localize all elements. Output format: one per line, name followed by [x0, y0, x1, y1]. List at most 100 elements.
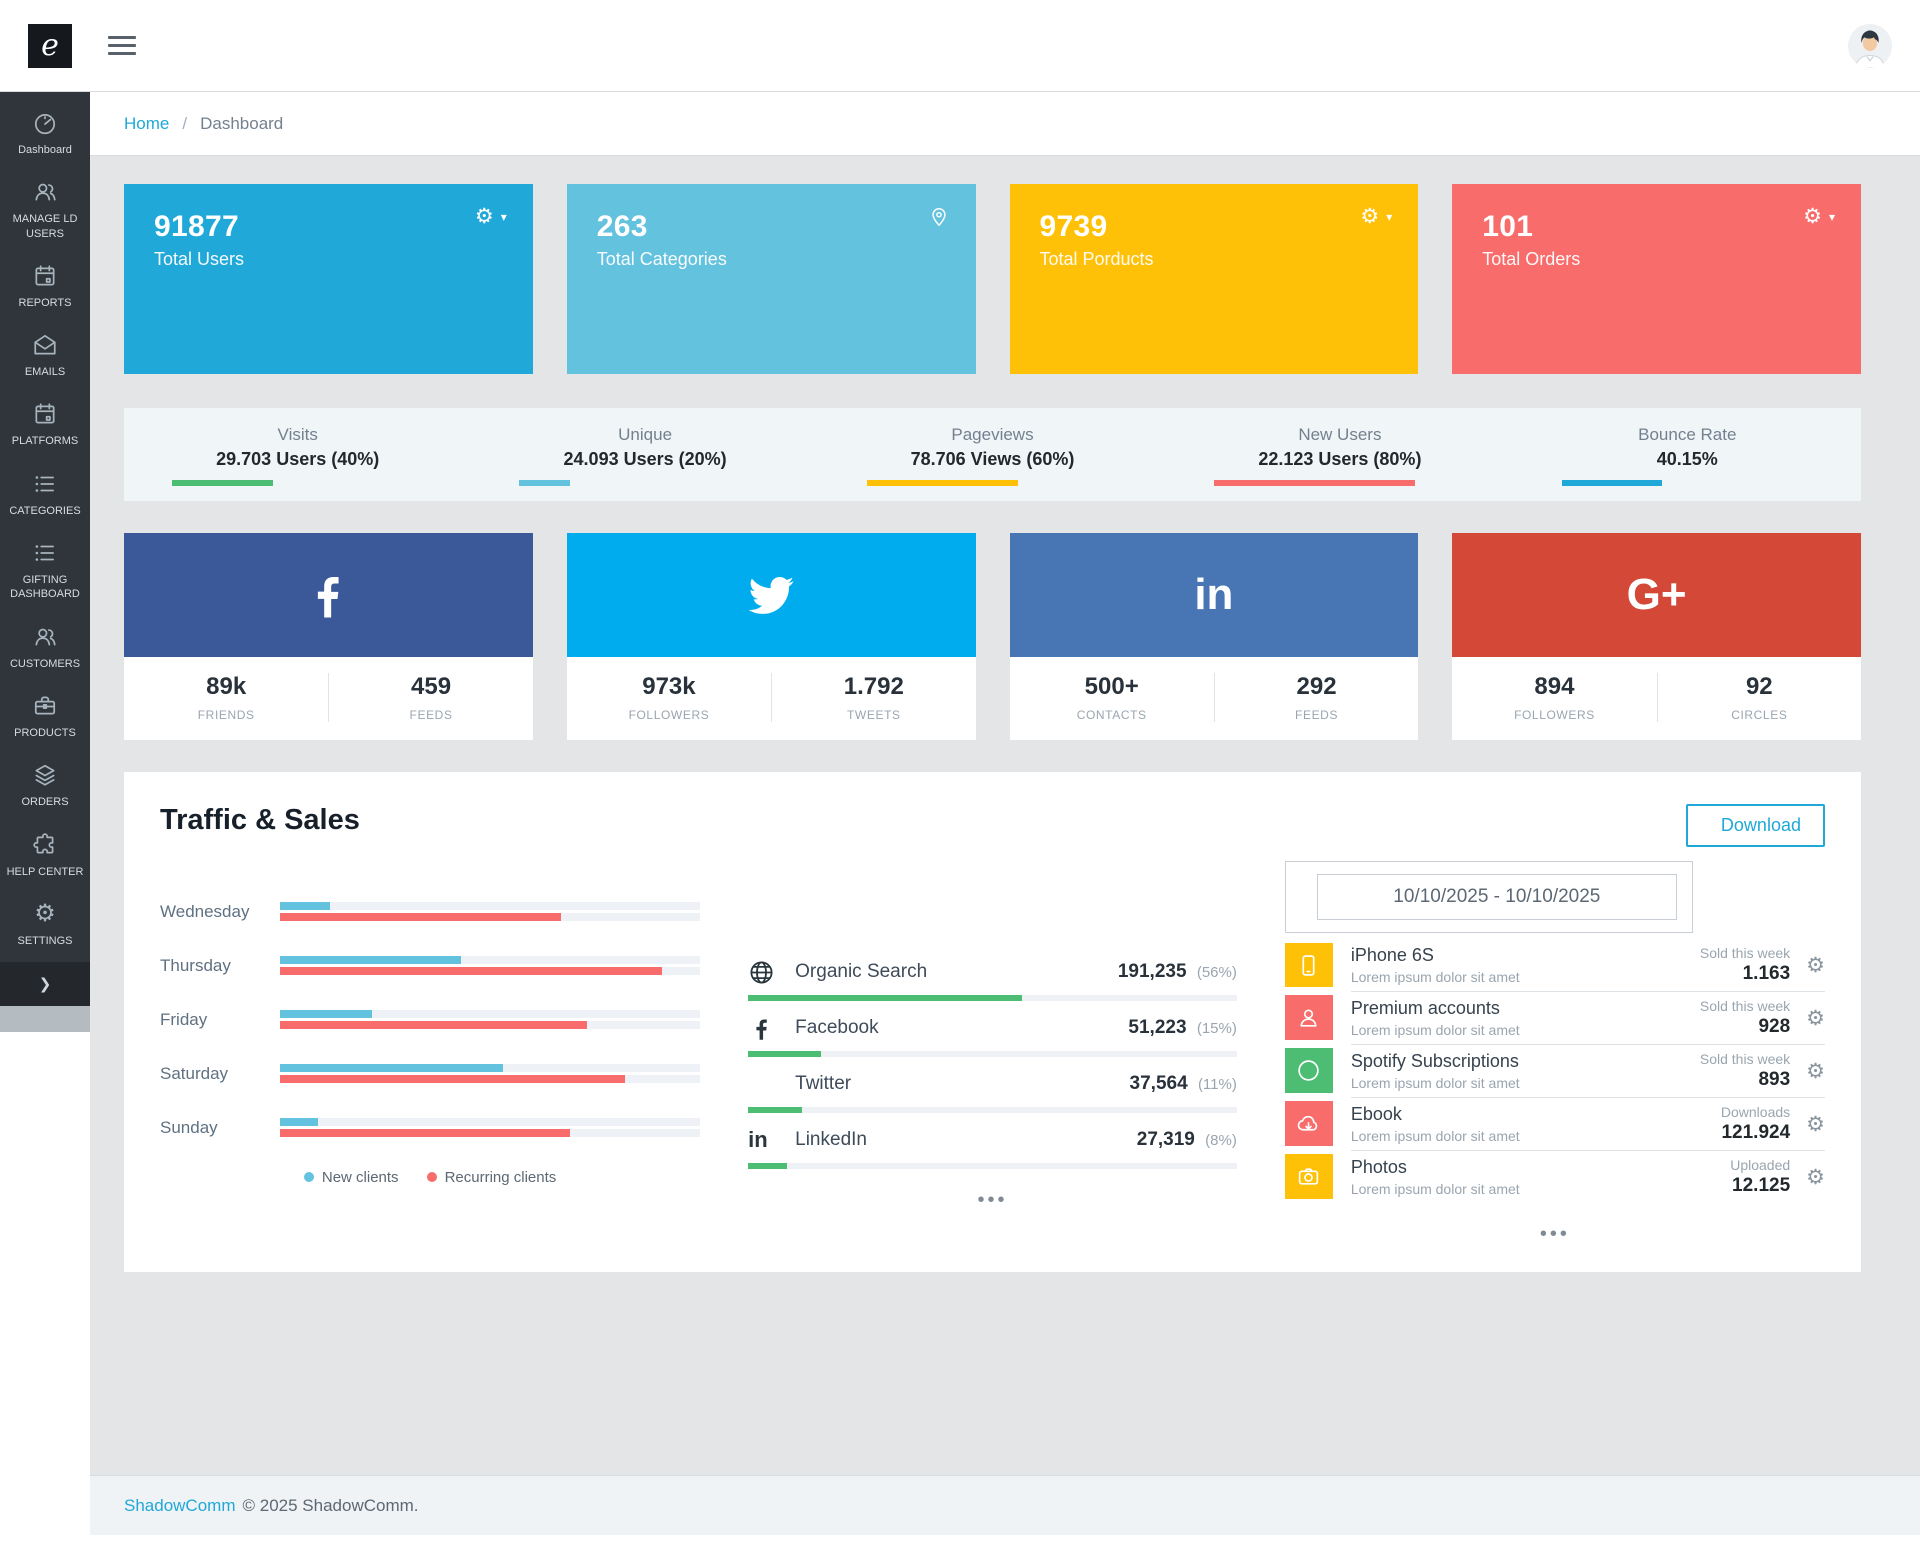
sidebar-item-manage-ld-users[interactable]: MANAGE LD USERS — [0, 167, 90, 251]
product-settings-button[interactable]: ⚙ — [1806, 1006, 1825, 1030]
products-more-button[interactable]: ••• — [1539, 1223, 1570, 1245]
card-actions[interactable]: ⚙ ▾ — [1360, 206, 1392, 227]
product-settings-button[interactable]: ⚙ — [1806, 1112, 1825, 1136]
card-actions[interactable]: ⚙ ▾ — [475, 206, 507, 227]
metric-value: 24.093 Users (20%) — [563, 449, 727, 469]
sidebar-item-platforms[interactable]: PLATFORMS — [0, 389, 90, 458]
sidebar-toggle-button[interactable] — [108, 31, 136, 60]
download-button[interactable]: Download — [1685, 804, 1825, 847]
bar-track — [280, 902, 701, 910]
social-stat: 973k FOLLOWERS — [567, 673, 771, 722]
product-metric-label: Sold this week — [1699, 998, 1791, 1014]
facebook-header — [124, 533, 533, 657]
sidebar-item-gifting-dashboard[interactable]: GIFTING DASHBOARD — [0, 528, 90, 612]
channel-progress-track — [748, 995, 1237, 1001]
sidebar-item-dashboard[interactable]: Dashboard — [0, 98, 90, 167]
breadcrumb-home-link[interactable]: Home — [124, 113, 170, 133]
traffic-bar-chart: Wednesday Thursday Friday Saturday Sunday — [160, 899, 701, 1140]
product-settings-button[interactable]: ⚙ — [1806, 1059, 1825, 1083]
facebook-icon — [301, 568, 355, 622]
sidebar-item-orders[interactable]: ORDERS — [0, 750, 90, 819]
product-tile — [1284, 1048, 1333, 1093]
traffic-chart-column: Traffic & Sales Wednesday Thursday Friday S… — [160, 804, 701, 1246]
product-row-body: Ebook Lorem ipsum dolor sit amet Downloads… — [1350, 1097, 1825, 1150]
sidebar-item-products[interactable]: PRODUCTS — [0, 681, 90, 750]
sidebar-item-customers[interactable]: CUSTOMERS — [0, 612, 90, 681]
chart-legend: New clients Recurring clients — [160, 1169, 700, 1186]
metric-progress-bar — [519, 480, 770, 486]
avatar-image — [1848, 23, 1892, 68]
metric-bounce-rate: Bounce Rate 40.15% — [1514, 425, 1861, 486]
product-metric-value: 121.924 — [1721, 1122, 1791, 1143]
product-metric-value: 893 — [1758, 1069, 1791, 1090]
user-icon — [1296, 1005, 1321, 1030]
product-metric-label: Uploaded — [1730, 1157, 1791, 1173]
social-stat: 89k FRIENDS — [124, 673, 328, 722]
bar-track — [280, 1075, 701, 1083]
product-row-body: Photos Lorem ipsum dolor sit amet Uploaded… — [1350, 1150, 1825, 1203]
map-pin-icon — [928, 206, 950, 228]
product-metric-value: 928 — [1758, 1016, 1791, 1037]
metric-unique: Unique 24.093 Users (20%) — [471, 425, 818, 486]
social-stat-label: CONTACTS — [1076, 708, 1147, 722]
product-metric: Downloads 121.924 — [1721, 1104, 1790, 1144]
product-settings-button[interactable]: ⚙ — [1806, 1165, 1825, 1189]
product-name: Photos — [1350, 1157, 1407, 1177]
caret-down-icon: ▾ — [1386, 209, 1393, 224]
cloud-download-icon — [1296, 1111, 1321, 1136]
footer-brand-link[interactable]: ShadowComm — [124, 1495, 236, 1515]
metric-label: Pageviews — [951, 425, 1034, 444]
date-range-input[interactable]: 10/10/2025 - 10/10/2025 — [1316, 874, 1677, 920]
bar-fill-recurring-clients — [280, 1021, 587, 1029]
gear-icon: ⚙ — [34, 899, 56, 927]
sidebar-item-settings[interactable]: ⚙ SETTINGS — [0, 889, 90, 958]
chart-row-label: Thursday — [160, 955, 231, 975]
social-stat: 92 CIRCLES — [1656, 673, 1861, 722]
metric-new-users: New Users 22.123 Users (80%) — [1166, 425, 1513, 486]
channel-value: 27,319 (8%) — [1136, 1129, 1237, 1150]
users-icon — [3, 624, 87, 652]
brand-logo[interactable]: e — [28, 23, 72, 68]
product-description: Lorem ipsum dolor sit amet — [1350, 1181, 1520, 1197]
channel-percent: (15%) — [1196, 1020, 1237, 1037]
product-metric: Sold this week 893 — [1700, 1051, 1790, 1091]
gear-icon: ⚙ — [474, 205, 494, 228]
social-stat: 1.792 TWEETS — [771, 673, 975, 722]
metric-progress-bar — [1214, 480, 1465, 486]
sidebar-item-categories[interactable]: CATEGORIES — [0, 459, 90, 528]
top-navbar: e — [0, 0, 1920, 92]
user-avatar[interactable] — [1848, 23, 1892, 68]
chart-row-saturday: Saturday — [160, 1061, 701, 1086]
social-card-stats: 973k FOLLOWERS 1.792 TWEETS — [567, 657, 976, 740]
metric-progress-fill — [1561, 480, 1663, 486]
caret-down-icon: ▾ — [1828, 209, 1835, 224]
sidebar-item-emails[interactable]: EMAILS — [0, 320, 90, 389]
metric-progress-bar — [1561, 480, 1813, 486]
products-column: Download 10/10/2025 - 10/10/2025 iPhone … — [1284, 804, 1825, 1246]
chart-row-bars — [280, 953, 701, 978]
product-text: Photos Lorem ipsum dolor sit amet — [1351, 1157, 1730, 1197]
product-settings-button[interactable]: ⚙ — [1806, 953, 1825, 977]
card-actions[interactable] — [928, 206, 950, 228]
card-actions[interactable]: ⚙ ▾ — [1803, 206, 1835, 227]
gplus-icon: G+ — [1626, 570, 1687, 619]
stat-card-value: 9739 — [1039, 210, 1108, 243]
social-stat: 292 FEEDS — [1213, 673, 1418, 722]
channels-more-button[interactable]: ••• — [977, 1189, 1008, 1211]
product-row-iphone-6s: iPhone 6S Lorem ipsum dolor sit amet Sold … — [1284, 939, 1825, 991]
bar-track — [280, 1064, 701, 1072]
sidebar-item-reports[interactable]: REPORTS — [0, 251, 90, 320]
stat-card-label: Total Orders — [1482, 249, 1581, 269]
linkedin-header: in — [1009, 533, 1419, 657]
breadcrumb: Home / Dashboard — [90, 92, 1920, 156]
sidebar-item-help-center[interactable]: HELP CENTER — [0, 820, 90, 889]
social-stat-label: FOLLOWERS — [628, 708, 710, 722]
sidebar-minimizer[interactable]: ❯ — [0, 962, 90, 1007]
social-stat-label: FEEDS — [1295, 708, 1339, 722]
product-text: Spotify Subscriptions Lorem ipsum dolor s… — [1351, 1051, 1700, 1091]
product-metric: Uploaded 12.125 — [1730, 1157, 1790, 1197]
bar-track — [280, 1021, 701, 1029]
bar-fill-recurring-clients — [280, 967, 663, 975]
channel-progress-fill — [748, 1163, 788, 1169]
date-range-picker[interactable]: 10/10/2025 - 10/10/2025 — [1284, 861, 1693, 933]
